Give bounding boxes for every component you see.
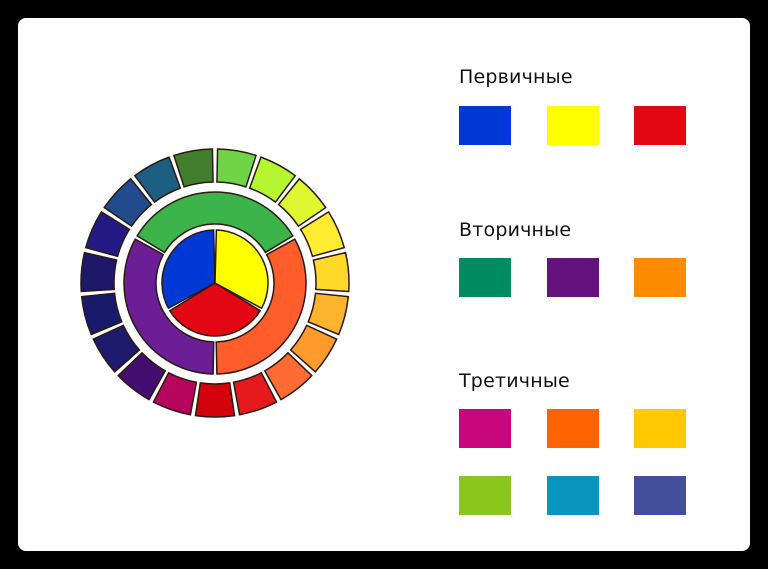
primary-swatch-yellow xyxy=(547,106,599,145)
primary-colors-heading: Первичные xyxy=(459,66,573,88)
outer-ring-segment xyxy=(92,324,141,373)
inner-pie-segment xyxy=(161,229,216,310)
outer-ring-segment xyxy=(248,156,297,204)
middle-ring-segment xyxy=(136,191,294,254)
color-wheel-card: Первичные Вторичные Третичные xyxy=(18,18,750,551)
tertiary-swatch-yellow-orange xyxy=(634,409,686,448)
tertiary-colors-heading: Третичные xyxy=(459,370,570,392)
outer-ring-segment xyxy=(263,351,313,401)
outer-ring-segment xyxy=(133,156,182,204)
tertiary-swatch-red-orange xyxy=(547,409,599,448)
tertiary-swatch-magenta xyxy=(459,409,511,448)
outer-ring-segment xyxy=(232,371,278,416)
outer-ring-segment xyxy=(289,324,338,373)
color-wheel xyxy=(80,148,350,418)
outer-ring-segment xyxy=(84,210,131,258)
tertiary-swatch-blue-violet xyxy=(634,476,686,515)
outer-ring-segment xyxy=(80,292,123,336)
secondary-swatch-purple xyxy=(547,258,599,297)
secondary-colors-heading: Вторичные xyxy=(459,219,572,241)
outer-ring-segment xyxy=(103,177,153,228)
outer-ring-segment xyxy=(152,371,198,416)
middle-ring-segment xyxy=(215,238,307,375)
primary-swatch-red xyxy=(634,106,686,145)
primary-swatch-blue xyxy=(459,106,511,145)
secondary-swatch-green xyxy=(459,258,511,297)
outer-ring-segment xyxy=(312,251,350,293)
tertiary-swatch-yellow-green xyxy=(459,476,511,515)
tertiary-swatch-blue-green xyxy=(547,476,599,515)
inner-pie-segment xyxy=(168,282,262,337)
outer-ring-segment xyxy=(172,148,214,188)
outer-ring-segment xyxy=(216,148,258,188)
outer-ring-segment xyxy=(80,251,118,293)
outer-ring-segment xyxy=(299,210,346,258)
inner-pie-segment xyxy=(214,229,269,310)
outer-ring-segment xyxy=(117,351,167,401)
outer-ring-segment xyxy=(277,177,327,228)
outer-ring-segment xyxy=(307,292,350,336)
outer-ring-segment xyxy=(194,382,236,418)
middle-ring-segment xyxy=(123,238,215,375)
secondary-swatch-orange xyxy=(634,258,686,297)
